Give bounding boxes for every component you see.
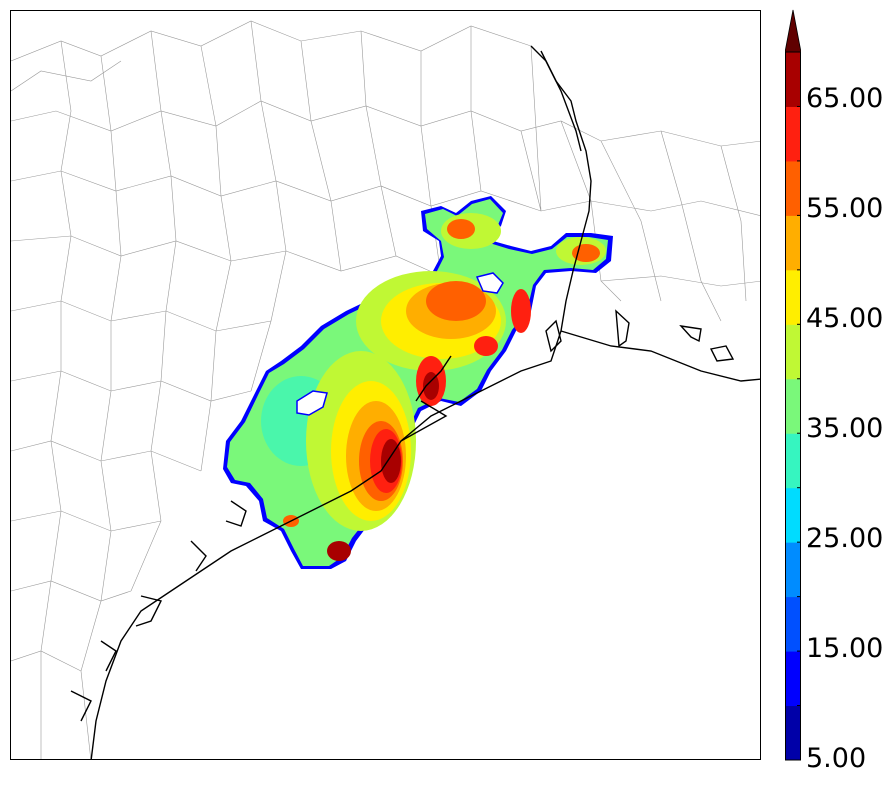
colorbar-segment	[785, 433, 801, 489]
colorbar-segment	[785, 160, 801, 216]
colorbar-border	[785, 51, 801, 761]
colorbar-label-35: 35.00	[806, 413, 884, 444]
colorbar-label-65: 65.00	[806, 83, 884, 114]
colorbar-segment	[785, 378, 801, 434]
colorbar-label-45: 45.00	[806, 303, 884, 334]
colorbar-segment	[785, 596, 801, 652]
colorbar-label-55: 55.00	[806, 193, 884, 224]
colorbar-segment	[785, 269, 801, 325]
colorbar-segment	[785, 52, 801, 107]
colorbar-segment	[785, 215, 801, 271]
colorbar	[785, 9, 801, 761]
coastline	[70, 45, 760, 759]
colorbar-segment	[785, 487, 801, 543]
colorbar-segment	[785, 705, 801, 761]
colorbar-segment	[785, 106, 801, 162]
colorbar-label-15: 15.00	[806, 633, 884, 664]
colorbar-label-5: 5.00	[806, 743, 867, 774]
county-lines	[11, 20, 760, 759]
colorbar-segment	[785, 651, 801, 707]
colorbar-extend-arrow	[785, 9, 801, 53]
map-panel	[10, 10, 761, 760]
colorbar-segment	[785, 542, 801, 598]
precip-field	[223, 196, 613, 569]
colorbar-segment	[785, 324, 801, 380]
colorbar-label-25: 25.00	[806, 523, 884, 554]
precipitation-map	[11, 20, 760, 759]
